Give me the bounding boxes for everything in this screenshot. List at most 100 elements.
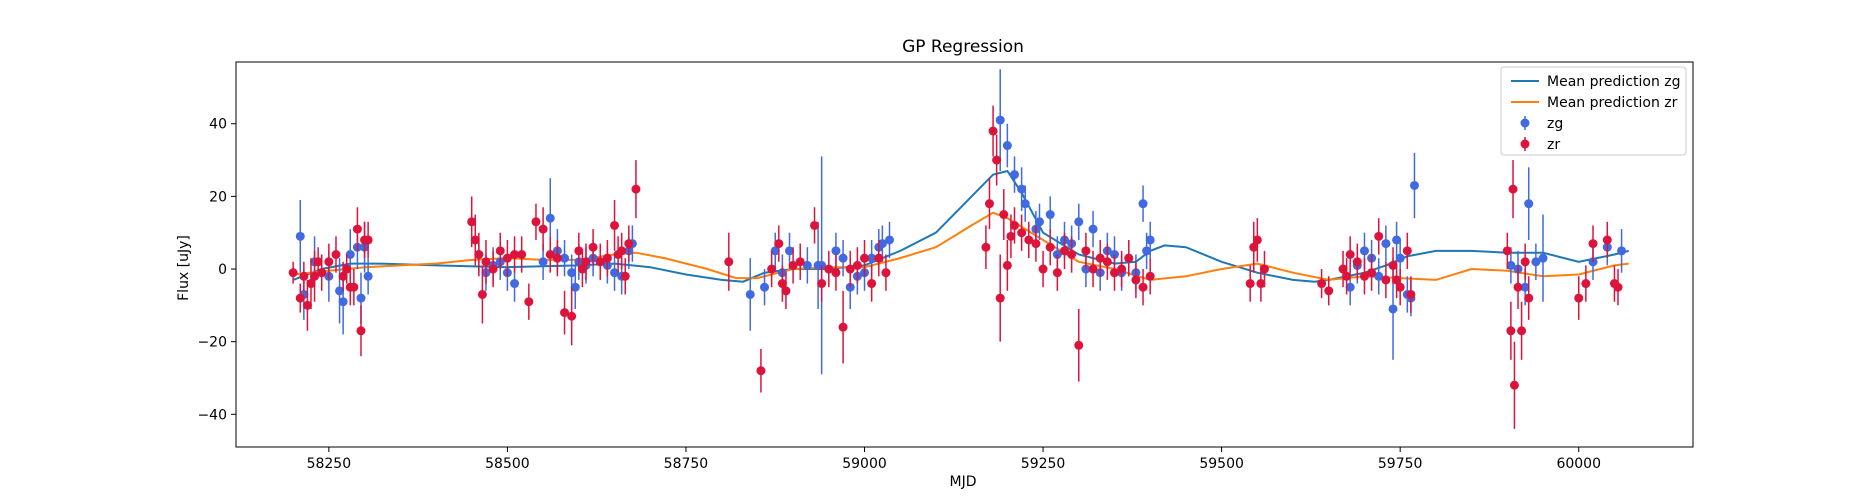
- data-point-zr: [1581, 279, 1591, 289]
- x-tick-label: 58750: [664, 456, 709, 472]
- data-point-zg: [338, 297, 348, 307]
- data-point-zr: [1074, 340, 1084, 350]
- data-point-zr: [467, 217, 477, 227]
- data-point-zr: [774, 239, 784, 249]
- legend-entry-mean-prediction-zr-label: Mean prediction zr: [1547, 95, 1678, 111]
- data-point-zr: [617, 246, 627, 256]
- data-point-zr: [363, 235, 373, 245]
- data-point-zr: [1095, 253, 1105, 263]
- data-point-zg: [1409, 180, 1419, 190]
- data-point-zg: [760, 282, 770, 292]
- data-point-zr: [1359, 271, 1369, 281]
- data-point-zg: [838, 253, 848, 263]
- data-point-zr: [306, 279, 316, 289]
- data-point-zr: [313, 257, 323, 267]
- data-point-zr: [724, 257, 734, 267]
- data-point-zr: [560, 308, 570, 318]
- data-point-zg: [867, 253, 877, 263]
- data-point-zg: [1374, 271, 1384, 281]
- data-point-zr: [602, 253, 612, 263]
- x-tick-label: 59250: [1021, 456, 1066, 472]
- data-point-zr: [1317, 279, 1327, 289]
- data-point-zg: [1138, 199, 1148, 209]
- data-point-zg: [1392, 235, 1402, 245]
- data-point-zr: [1513, 282, 1523, 292]
- data-point-zg: [1395, 253, 1405, 263]
- data-point-zr: [1109, 268, 1119, 278]
- data-point-zr: [981, 242, 991, 252]
- data-point-zr: [310, 271, 320, 281]
- data-point-zr: [881, 268, 891, 278]
- data-point-zg: [1045, 210, 1055, 220]
- legend-entry-zg-label: zg: [1547, 116, 1563, 132]
- data-point-zr: [1367, 268, 1377, 278]
- data-point-zr: [781, 286, 791, 296]
- data-point-zr: [1509, 380, 1519, 390]
- y-tick-label: 40: [209, 117, 227, 133]
- data-point-zg: [1520, 282, 1530, 292]
- data-point-zg: [538, 257, 548, 267]
- data-point-zr: [1517, 326, 1527, 336]
- data-point-zr: [1259, 264, 1269, 274]
- data-point-zr: [1031, 239, 1041, 249]
- data-point-zr: [824, 264, 834, 274]
- data-point-zr: [331, 250, 341, 259]
- data-point-zr: [610, 220, 620, 230]
- data-point-zg: [785, 246, 795, 256]
- data-point-zr: [1345, 250, 1355, 259]
- data-point-zr: [1524, 293, 1534, 303]
- data-point-zg: [1388, 304, 1398, 314]
- data-point-zg: [831, 246, 841, 256]
- data-point-zr: [988, 126, 998, 136]
- data-point-zg: [1524, 199, 1534, 209]
- data-point-zr: [1006, 231, 1016, 241]
- data-point-zr: [356, 326, 366, 336]
- data-point-zr: [1138, 282, 1148, 292]
- data-point-zg: [770, 246, 780, 256]
- data-point-zg: [1538, 253, 1548, 263]
- data-point-zg: [1020, 199, 1030, 209]
- legend-box: [1500, 66, 1687, 156]
- data-point-zr: [531, 217, 541, 227]
- data-point-zr: [756, 366, 766, 376]
- data-point-zg: [335, 286, 345, 296]
- data-point-zg: [356, 293, 366, 303]
- data-point-zr: [1002, 260, 1012, 270]
- x-tick-label: 60000: [1556, 456, 1601, 472]
- legend-entry-mean-prediction-zg-label: Mean prediction zg: [1547, 74, 1681, 90]
- data-point-zr: [567, 311, 577, 321]
- data-point-zr: [1052, 268, 1062, 278]
- legend-entry-zg-marker: [1520, 118, 1530, 128]
- data-point-zr: [992, 155, 1002, 165]
- data-point-zr: [631, 184, 641, 194]
- data-point-zr: [1009, 220, 1019, 230]
- data-point-zr: [1508, 184, 1518, 194]
- data-point-zr: [1502, 246, 1512, 256]
- data-point-zr: [1038, 264, 1048, 274]
- plot-area: 58250 58500 58750 59000 59250 59500 59750 60000…: [197, 61, 1694, 472]
- data-point-zg: [570, 282, 580, 292]
- data-point-zr: [1081, 246, 1091, 256]
- x-tick-label: 58250: [307, 456, 352, 472]
- data-point-zr: [338, 271, 348, 281]
- data-point-zr: [1324, 286, 1334, 296]
- y-axis-label: Flux [uJy]: [176, 235, 192, 301]
- data-point-zg: [545, 213, 555, 223]
- data-point-zg: [1017, 184, 1027, 194]
- x-tick-label: 59750: [1378, 456, 1423, 472]
- data-point-zg: [1359, 246, 1369, 256]
- legend-entry-zr-marker: [1520, 139, 1530, 149]
- x-tick-label: 58500: [485, 456, 530, 472]
- data-point-zg: [995, 115, 1005, 125]
- data-point-zr: [767, 264, 777, 274]
- data-point-zg: [745, 289, 755, 299]
- data-point-zr: [577, 264, 587, 274]
- data-point-zr: [1338, 264, 1348, 274]
- data-point-zr: [1374, 231, 1384, 241]
- data-point-zr: [474, 250, 484, 259]
- data-point-zr: [1520, 257, 1530, 267]
- data-point-zr: [1388, 260, 1398, 270]
- data-point-zr: [1024, 235, 1034, 245]
- data-point-zr: [810, 220, 820, 230]
